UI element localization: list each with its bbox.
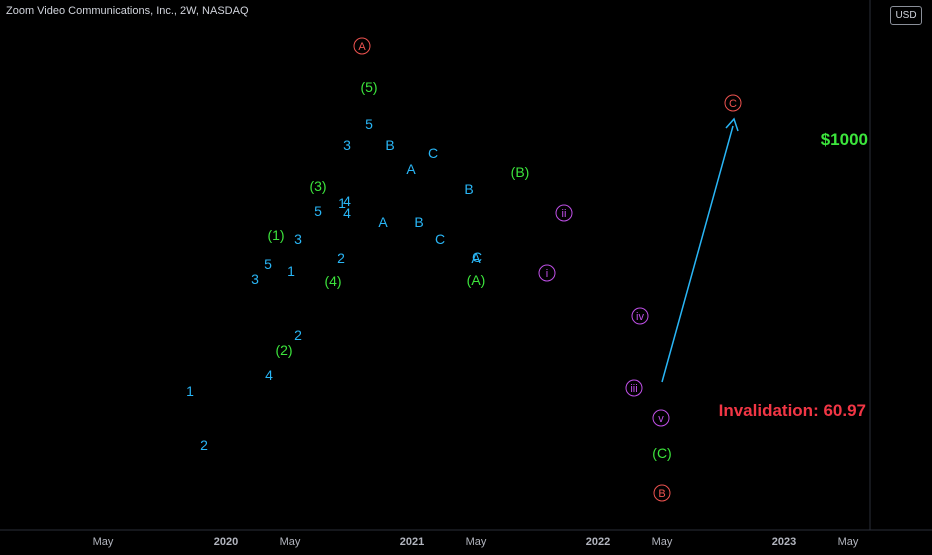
wave-label-cyan: 4 xyxy=(343,193,351,209)
wave-label-green: (B) xyxy=(511,164,530,180)
wave-label-purple: iii xyxy=(630,383,637,395)
currency-button[interactable]: USD xyxy=(890,6,922,25)
wave-label-cyan: 5 xyxy=(264,256,272,272)
wave-label-cyan: A xyxy=(406,161,416,177)
wave-label-green: (4) xyxy=(324,273,341,289)
wave-label-red: A xyxy=(358,41,366,53)
wave-label-cyan: 5 xyxy=(314,203,322,219)
wave-label-cyan: C xyxy=(472,249,482,265)
x-tick-label: May xyxy=(652,536,673,548)
wave-label-cyan: B xyxy=(414,214,423,230)
x-tick-label: May xyxy=(280,536,301,548)
wave-label-purple: i xyxy=(546,268,548,280)
wave-label-purple: ii xyxy=(562,208,567,220)
chart-title: Zoom Video Communications, Inc., 2W, NAS… xyxy=(6,5,249,17)
projection-arrow xyxy=(661,125,734,383)
wave-circle-red xyxy=(724,94,742,112)
wave-label-cyan: 1 xyxy=(186,383,194,399)
wave-label-red: C xyxy=(729,98,737,110)
x-tick-label: May xyxy=(838,536,859,548)
wave-circle-purple xyxy=(625,379,643,397)
wave-label-green: (2) xyxy=(275,342,292,358)
wave-label-cyan: 1 xyxy=(287,263,295,279)
wave-circle-purple xyxy=(555,204,573,222)
wave-label-cyan: 1 xyxy=(338,195,346,211)
wave-label-cyan: C xyxy=(435,231,445,247)
wave-label-green: (C) xyxy=(652,445,671,461)
wave-label-green: (1) xyxy=(267,227,284,243)
wave-label-cyan: 3 xyxy=(343,137,351,153)
x-tick-label: 2021 xyxy=(400,536,424,548)
projection-arrowhead xyxy=(725,117,739,132)
x-tick-label: 2022 xyxy=(586,536,610,548)
wave-circle-red xyxy=(653,484,671,502)
wave-label-purple: v xyxy=(658,413,664,425)
wave-label-cyan: 3 xyxy=(251,271,259,287)
wave-label-cyan: 2 xyxy=(294,327,302,343)
wave-label-green: (5) xyxy=(360,79,377,95)
wave-label-cyan: 4 xyxy=(265,367,273,383)
wave-label-cyan: 5 xyxy=(365,116,373,132)
wave-label-cyan: B xyxy=(464,181,473,197)
wave-label-cyan: 2 xyxy=(337,250,345,266)
wave-label-green: (A) xyxy=(467,272,486,288)
wave-label-cyan: A xyxy=(471,250,481,266)
wave-label-cyan: 4 xyxy=(343,205,351,221)
x-tick-label: 2020 xyxy=(214,536,238,548)
wave-circle-purple xyxy=(538,264,556,282)
wave-label-red: B xyxy=(658,488,665,500)
wave-label-cyan: 2 xyxy=(200,437,208,453)
wave-label-cyan: C xyxy=(428,145,438,161)
x-tick-label: May xyxy=(93,536,114,548)
wave-circle-purple xyxy=(631,307,649,325)
x-tick-label: May xyxy=(466,536,487,548)
wave-label-cyan: B xyxy=(385,137,394,153)
wave-label-cyan: 3 xyxy=(294,231,302,247)
wave-label-purple: iv xyxy=(636,311,644,323)
wave-label-cyan: A xyxy=(378,214,388,230)
wave-circle-red xyxy=(353,37,371,55)
wave-label-green: (3) xyxy=(309,178,326,194)
target-label: $1000 xyxy=(821,130,868,149)
x-tick-label: 2023 xyxy=(772,536,796,548)
wave-circle-purple xyxy=(652,409,670,427)
invalidation-label: Invalidation: 60.97 xyxy=(719,401,866,420)
